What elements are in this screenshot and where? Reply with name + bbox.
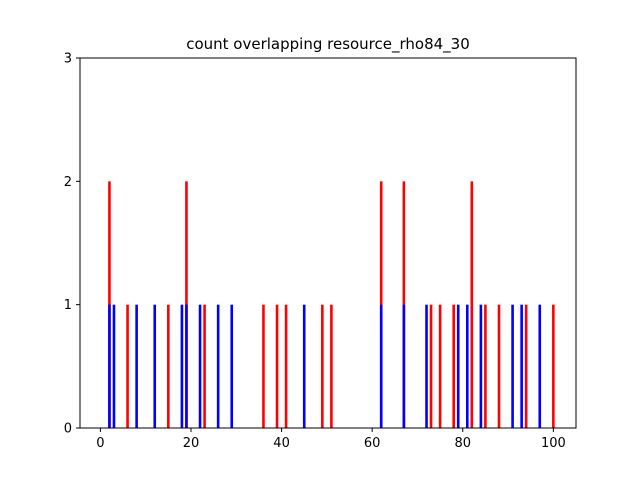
bar-series-2-x-72: [425, 304, 428, 428]
bar-series-2-x-81: [465, 304, 469, 428]
bar-series-2-x-8: [135, 304, 138, 428]
chart-title: count overlapping resource_rho84_30: [186, 35, 470, 54]
bar-series-1-x-62: [379, 181, 383, 428]
y-tick-label: 1: [64, 298, 72, 313]
bar-series-1-x-82: [470, 181, 474, 428]
bar-series-2-x-62: [379, 304, 383, 428]
bar-series-1-x-78: [452, 304, 455, 428]
bar-series-1-x-36: [262, 304, 265, 428]
bar-series-1-x-100: [552, 304, 555, 428]
x-tick-label: 60: [364, 436, 381, 451]
bar-series-2-x-91: [511, 304, 514, 428]
y-tick-label: 2: [64, 175, 72, 190]
y-tick-label: 3: [64, 52, 72, 67]
bar-series-1-x-67: [402, 181, 406, 428]
x-tick-label: 100: [541, 436, 566, 451]
bar-series-2-x-29: [230, 304, 234, 428]
bar-series-2-x-18: [180, 304, 184, 428]
x-axis: 0 20 40 60 80 100: [96, 428, 566, 451]
x-tick-label: 80: [454, 436, 471, 451]
bar-series-1-x-39: [275, 304, 279, 428]
bar-series-2-x-93: [520, 304, 523, 428]
bar-series-1-x-94: [524, 304, 528, 428]
bar-series-2-x-12: [153, 304, 157, 428]
x-tick-label: 40: [273, 436, 290, 451]
bar-series-2-x-84: [479, 304, 483, 428]
bar-series-1-x-51: [330, 304, 333, 428]
bar-series-2-x-97: [538, 304, 542, 428]
bar-series-1-x-88: [497, 304, 501, 428]
plot-frame: [79, 57, 577, 429]
x-tick-label: 20: [183, 436, 200, 451]
bar-series-2-x-2: [108, 304, 111, 428]
bar-series-1-x-23: [203, 304, 206, 428]
bar-series-1-x-73: [429, 304, 433, 428]
bar-series-2-x-19: [185, 304, 188, 428]
bar-series-2-x-45: [302, 304, 306, 428]
y-tick-label: 0: [64, 422, 72, 437]
bar-series-2-x-3: [112, 304, 116, 428]
bar-series-1-x-49: [321, 304, 324, 428]
bar-series-2-x-26: [216, 304, 220, 428]
x-tick-label: 0: [96, 436, 104, 451]
bars-layer: [108, 181, 555, 428]
bar-series-2-x-79: [456, 304, 460, 428]
y-axis: 0 1 2 3: [64, 52, 80, 437]
bar-series-2-x-22: [198, 304, 202, 428]
bar-series-1-x-6: [126, 304, 129, 428]
bar-series-1-x-85: [484, 304, 487, 428]
bar-series-2-x-67: [402, 304, 406, 428]
bar-series-1-x-15: [167, 304, 170, 428]
bar-series-1-x-2: [108, 181, 111, 428]
bar-series-1-x-41: [284, 304, 288, 428]
bar-series-1-x-75: [438, 304, 442, 428]
bar-series-1-x-19: [185, 181, 188, 428]
